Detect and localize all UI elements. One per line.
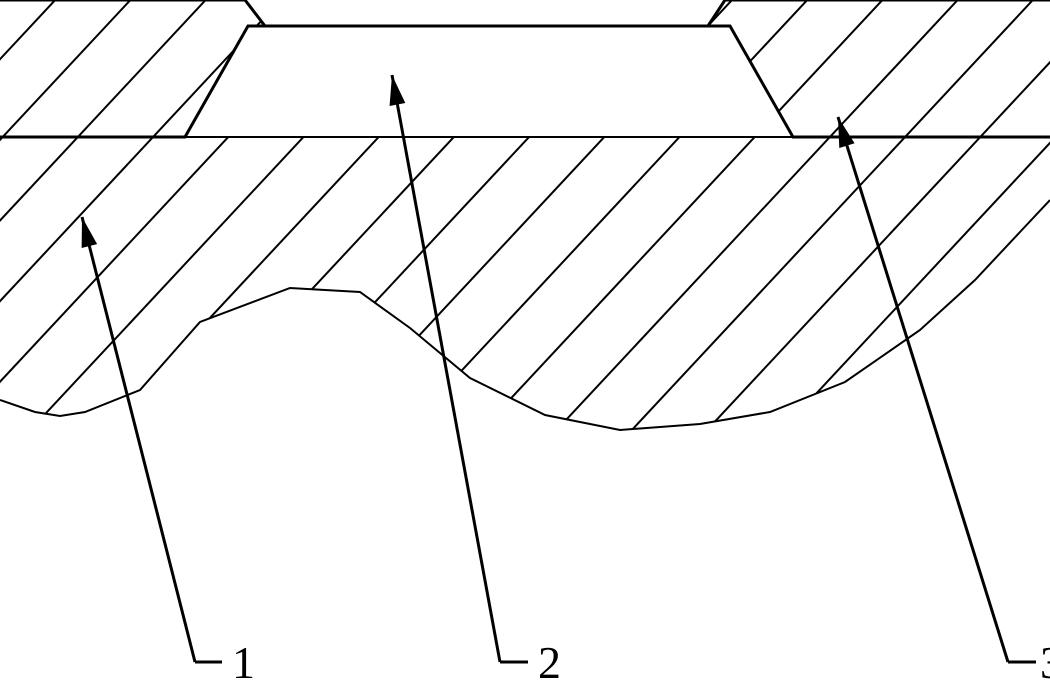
- leader-line: [82, 217, 195, 662]
- arrowhead: [390, 75, 406, 106]
- break-line-curve: [0, 200, 1050, 430]
- arrowhead: [838, 117, 855, 148]
- leader-line: [392, 75, 500, 662]
- callout-label-3: 3: [1040, 637, 1050, 688]
- callout-label-2: 2: [538, 637, 561, 688]
- outline-mid: [0, 26, 1050, 137]
- arrowhead: [82, 217, 98, 248]
- callout-label-1: 1: [232, 637, 255, 688]
- callouts: 1 2 3: [82, 75, 1050, 688]
- outline-top: [0, 0, 1050, 26]
- outlines: [0, 0, 1050, 430]
